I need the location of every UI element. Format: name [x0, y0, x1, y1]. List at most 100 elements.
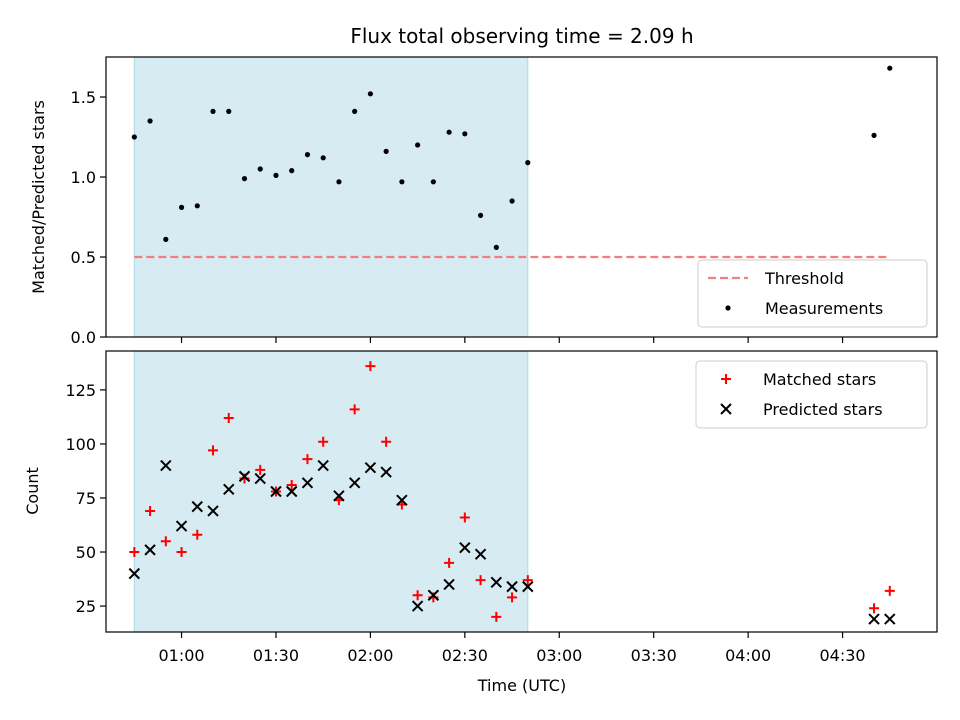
measurement-point	[336, 179, 342, 185]
matched-star-point	[255, 464, 266, 475]
top-y-axis-label: Matched/Predicted stars	[29, 100, 48, 294]
measurement-point	[226, 108, 232, 114]
matched-star-point	[349, 404, 360, 415]
measurement-point	[477, 212, 484, 218]
top-axes-frame	[105, 56, 938, 338]
matched-star-point	[507, 592, 518, 603]
matched-star-point	[192, 529, 203, 540]
predicted-star-point	[490, 576, 503, 588]
matched-star-point	[208, 445, 219, 456]
measurement-point	[147, 118, 153, 124]
measurement-point	[871, 132, 877, 138]
matched-star-point	[522, 575, 533, 586]
predicted-star-point	[380, 466, 392, 478]
x-tick-label: 03:00	[536, 646, 582, 665]
matched-star-point	[365, 361, 376, 372]
matched-star-point	[318, 436, 329, 447]
measurement-point	[493, 244, 499, 250]
matched-star-point	[412, 590, 423, 601]
predicted-star-point	[868, 613, 880, 625]
predicted-star-point	[333, 490, 345, 502]
predicted-star-point	[175, 520, 188, 532]
measurement-point	[509, 198, 515, 204]
predicted-star-point	[522, 580, 534, 593]
legend-measurements-swatch	[725, 305, 731, 311]
predicted-star-point	[364, 462, 377, 474]
figure-title: Flux total observing time = 2.09 h	[350, 24, 693, 48]
matched-star-point	[145, 505, 156, 516]
measurement-point	[352, 108, 358, 114]
predicted-star-point	[411, 600, 424, 612]
measurement-point	[525, 160, 531, 166]
predicted-star-point	[474, 548, 487, 560]
predicted-star-point	[254, 472, 266, 485]
matched-star-point	[475, 575, 486, 586]
measurement-point	[289, 168, 295, 174]
matched-star-point	[223, 413, 234, 424]
measurement-point	[320, 155, 326, 161]
predicted-star-point	[506, 580, 518, 593]
predicted-star-point	[207, 505, 219, 517]
measurement-point	[887, 65, 893, 71]
legend-label: Predicted stars	[763, 400, 883, 419]
predicted-star-point	[396, 494, 408, 506]
predicted-star-point	[443, 578, 455, 591]
measurement-point	[399, 179, 405, 185]
predicted-star-point	[160, 459, 172, 472]
matched-star-point	[869, 603, 880, 614]
bottom-y-tick-label: 50	[76, 543, 96, 562]
bottom-y-tick-label: 125	[65, 381, 96, 400]
bottom-observing-span	[133, 350, 529, 633]
measurement-point	[462, 131, 468, 137]
matched-star-point	[459, 512, 470, 523]
matched-star-point	[302, 454, 313, 465]
predicted-star-point	[191, 500, 203, 513]
measurement-point	[210, 108, 216, 114]
x-tick-label: 04:00	[725, 646, 771, 665]
measurement-point	[257, 166, 263, 172]
top-y-tick-label: 0.0	[71, 328, 96, 347]
bottom-y-tick-label: 100	[65, 435, 96, 454]
predicted-star-point	[459, 541, 471, 554]
bottom-y-axis-label: Count	[23, 467, 42, 515]
x-tick-label: 03:30	[631, 646, 677, 665]
measurement-point	[194, 203, 200, 209]
predicted-star-point	[301, 477, 314, 489]
x-axis-label: Time (UTC)	[477, 676, 566, 695]
predicted-star-point	[427, 589, 440, 601]
legend-label: Threshold	[764, 269, 844, 288]
measurement-point	[131, 134, 137, 140]
matched-star-point	[491, 611, 502, 622]
x-tick-label: 01:00	[158, 646, 204, 665]
predicted-star-point	[238, 470, 251, 483]
top-observing-span	[133, 56, 529, 338]
matched-star-point	[286, 480, 297, 491]
matched-star-point	[381, 436, 392, 447]
predicted-star-point	[270, 485, 282, 498]
matched-star-point	[444, 557, 455, 568]
top-y-tick-label: 1.5	[71, 88, 96, 107]
ratio-panel: 0.0 0.5 1.0 1.5 Threshold Measurements	[71, 56, 938, 347]
legend-predicted-swatch	[720, 403, 732, 415]
top-y-tick-label: 0.5	[71, 248, 96, 267]
bottom-y-tick-label: 25	[76, 597, 96, 616]
legend-label: Measurements	[765, 299, 883, 318]
bottom-axes-frame	[105, 350, 938, 633]
predicted-star-point	[144, 544, 156, 556]
matched-star-point	[129, 547, 140, 558]
bottom-y-tick-label: 75	[76, 489, 96, 508]
legend-matched-swatch	[721, 374, 731, 384]
count-panel: 25 50 75 100 125 01:00 01:30 02:00 02:30 03:00 03:…	[65, 350, 938, 665]
matched-star-point	[176, 547, 187, 558]
top-y-tick-label: 1.0	[71, 168, 96, 187]
x-tick-label: 02:30	[442, 646, 488, 665]
predicted-star-point	[348, 477, 361, 489]
measurement-point	[178, 204, 185, 210]
matched-star-point	[160, 536, 171, 547]
matched-star-point	[884, 585, 895, 596]
predicted-star-point	[128, 567, 141, 580]
predicted-star-point	[317, 459, 329, 472]
x-tick-label: 04:30	[820, 646, 866, 665]
predicted-star-point	[884, 613, 896, 625]
